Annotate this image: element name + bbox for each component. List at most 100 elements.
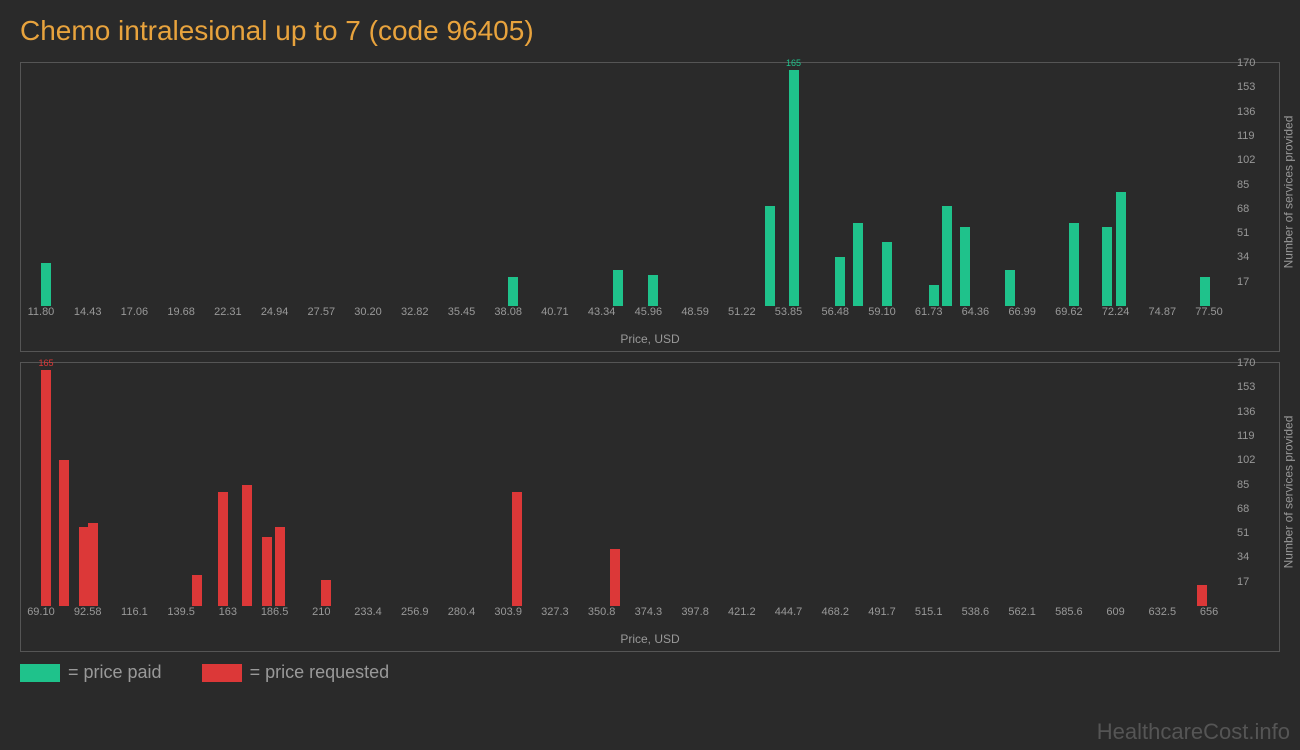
bar xyxy=(262,537,272,606)
watermark: HealthcareCost.info xyxy=(1097,719,1290,745)
x-tick: 186.5 xyxy=(261,606,289,618)
x-tick: 69.10 xyxy=(27,606,55,618)
y-tick: 17 xyxy=(1237,576,1249,588)
x-tick: 69.62 xyxy=(1055,306,1083,318)
bar xyxy=(1200,277,1210,306)
x-tick: 562.1 xyxy=(1008,606,1036,618)
y-tick: 85 xyxy=(1237,479,1249,491)
x-tick: 609 xyxy=(1106,606,1124,618)
x-tick: 515.1 xyxy=(915,606,943,618)
y-tick: 102 xyxy=(1237,154,1255,166)
x-tick: 14.43 xyxy=(74,306,102,318)
x-tick: 53.85 xyxy=(775,306,803,318)
x-tick: 40.71 xyxy=(541,306,569,318)
x-tick: 303.9 xyxy=(494,606,522,618)
x-tick: 139.5 xyxy=(167,606,195,618)
y-tick: 136 xyxy=(1237,106,1255,118)
bar xyxy=(321,580,331,606)
bar xyxy=(1005,270,1015,306)
x-tick: 48.59 xyxy=(681,306,709,318)
x-tick: 163 xyxy=(219,606,237,618)
x-tick: 43.34 xyxy=(588,306,616,318)
x-tick: 32.82 xyxy=(401,306,429,318)
bar: 165 xyxy=(789,70,799,306)
bar xyxy=(512,492,522,606)
x-tick: 77.50 xyxy=(1195,306,1223,318)
x-tick: 327.3 xyxy=(541,606,569,618)
x-tick: 256.9 xyxy=(401,606,429,618)
y-tick: 170 xyxy=(1237,357,1255,369)
y-tick: 119 xyxy=(1237,430,1255,442)
bar xyxy=(1069,223,1079,306)
chart-price-paid: 165 11.8014.4317.0619.6822.3124.9427.573… xyxy=(20,62,1280,352)
x-tick: 468.2 xyxy=(821,606,849,618)
bar xyxy=(835,257,845,306)
bar xyxy=(882,242,892,306)
y-tick: 136 xyxy=(1237,406,1255,418)
x-tick: 374.3 xyxy=(635,606,663,618)
x-tick: 421.2 xyxy=(728,606,756,618)
x-tick: 19.68 xyxy=(167,306,195,318)
bar xyxy=(853,223,863,306)
bar xyxy=(1197,585,1207,606)
bar xyxy=(242,485,252,607)
bar-value-label: 165 xyxy=(38,358,53,368)
legend-swatch xyxy=(202,664,242,682)
bar xyxy=(218,492,228,606)
x-tick: 656 xyxy=(1200,606,1218,618)
bar xyxy=(192,575,202,606)
bar xyxy=(765,206,775,306)
chart-price-requested: 165 69.1092.58116.1139.5163186.5210233.4… xyxy=(20,362,1280,652)
bar xyxy=(41,263,51,306)
x-tick: 116.1 xyxy=(121,606,148,618)
legend-item: = price paid xyxy=(20,662,162,683)
bar xyxy=(942,206,952,306)
x-tick: 64.36 xyxy=(962,306,990,318)
bar: 165 xyxy=(41,370,51,606)
x-tick: 210 xyxy=(312,606,330,618)
chart-title: Chemo intralesional up to 7 (code 96405) xyxy=(0,0,1300,57)
x-tick: 72.24 xyxy=(1102,306,1130,318)
x-tick: 444.7 xyxy=(775,606,803,618)
x-tick: 350.8 xyxy=(588,606,616,618)
legend-label: = price paid xyxy=(68,662,162,683)
x-tick: 59.10 xyxy=(868,306,896,318)
y-tick: 153 xyxy=(1237,381,1255,393)
bar xyxy=(610,549,620,606)
bar xyxy=(1102,227,1112,306)
bar xyxy=(1116,192,1126,306)
x-tick: 66.99 xyxy=(1008,306,1036,318)
x-tick: 17.06 xyxy=(121,306,149,318)
x-axis-label-2: Price, USD xyxy=(620,632,679,646)
y-tick: 170 xyxy=(1237,57,1255,69)
x-tick: 491.7 xyxy=(868,606,896,618)
bar xyxy=(960,227,970,306)
y-tick: 102 xyxy=(1237,454,1255,466)
x-tick: 30.20 xyxy=(354,306,382,318)
legend-swatch xyxy=(20,664,60,682)
x-tick: 35.45 xyxy=(448,306,476,318)
bar xyxy=(275,527,285,606)
y-tick: 51 xyxy=(1237,227,1249,239)
y-axis-label-2: Number of services provided xyxy=(1282,415,1296,568)
x-tick: 74.87 xyxy=(1149,306,1177,318)
x-axis-label-1: Price, USD xyxy=(620,332,679,346)
y-tick: 119 xyxy=(1237,130,1255,142)
x-tick: 38.08 xyxy=(494,306,522,318)
y-tick: 17 xyxy=(1237,276,1249,288)
bar xyxy=(508,277,518,306)
y-tick: 68 xyxy=(1237,503,1249,515)
bar xyxy=(648,275,658,306)
legend: = price paid= price requested xyxy=(0,652,1300,693)
y-tick: 34 xyxy=(1237,551,1249,563)
x-tick: 280.4 xyxy=(448,606,476,618)
x-tick: 56.48 xyxy=(821,306,849,318)
bar xyxy=(88,523,98,606)
bar xyxy=(59,460,69,606)
x-tick: 22.31 xyxy=(214,306,242,318)
x-tick: 397.8 xyxy=(681,606,709,618)
x-tick: 538.6 xyxy=(962,606,990,618)
y-tick: 153 xyxy=(1237,81,1255,93)
x-tick: 632.5 xyxy=(1149,606,1177,618)
bar xyxy=(929,285,939,306)
